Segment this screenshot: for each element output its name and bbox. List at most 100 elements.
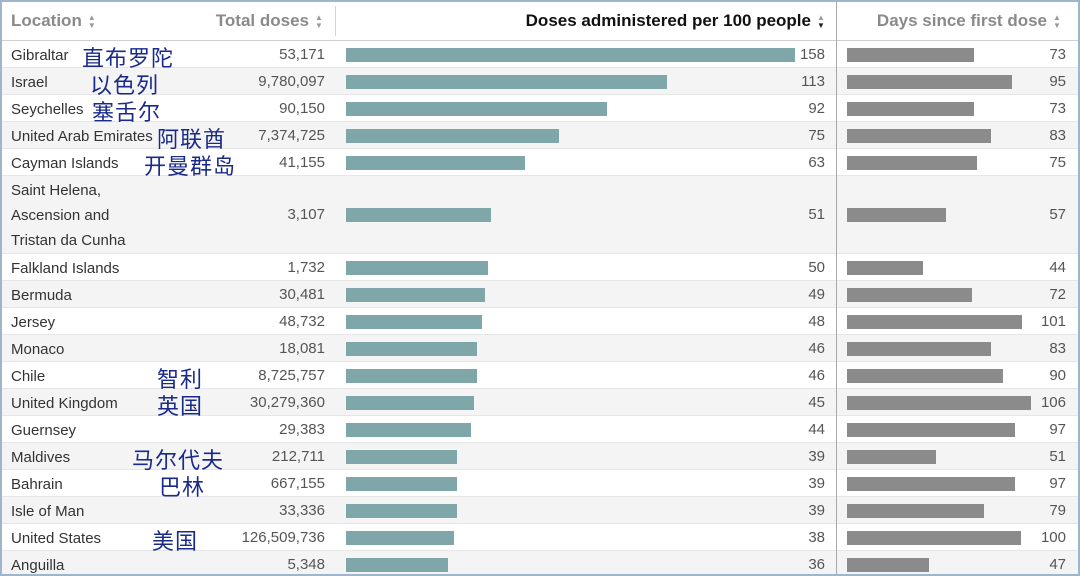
days-value-label: 47 [1049, 556, 1066, 573]
column-header-days-label: Days since first dose [876, 11, 1047, 30]
column-header-days-since-first-dose[interactable]: Days since first dose ▲ ▼ [877, 11, 1063, 31]
column-header-doses-per-100-label: Doses administered per 100 people [525, 11, 811, 30]
days-value-label: 75 [1049, 154, 1066, 171]
doses-bar [346, 208, 491, 222]
cell-total-doses: 30,279,360 [249, 394, 325, 411]
doses-value-label: 46 [808, 367, 825, 384]
cell-location: Israel [11, 73, 48, 91]
cell-total-doses: 3,107 [287, 206, 325, 223]
cell-location: Jersey [11, 313, 56, 331]
doses-bar [346, 288, 485, 302]
days-value-label: 83 [1049, 127, 1066, 144]
doses-value-label: 48 [808, 313, 825, 330]
doses-bar [346, 75, 667, 89]
cell-location: Bermuda [11, 286, 72, 304]
days-value-label: 51 [1049, 448, 1066, 465]
cell-location: Monaco [11, 340, 65, 358]
days-value-label: 106 [1040, 394, 1066, 411]
chinese-annotation: 塞舌尔 [92, 101, 162, 126]
doses-value-label: 39 [808, 502, 825, 519]
doses-bar [346, 261, 488, 275]
sort-icon: ▲ ▼ [87, 13, 96, 30]
doses-value-label: 46 [808, 340, 825, 357]
cell-total-doses: 5,348 [287, 556, 325, 573]
chinese-annotation: 开曼群岛 [144, 155, 237, 180]
days-value-label: 97 [1049, 475, 1066, 492]
doses-bar [346, 369, 477, 383]
doses-value-label: 63 [808, 154, 825, 171]
cell-location: Falkland Islands [11, 259, 120, 277]
doses-bar [346, 558, 448, 572]
days-value-label: 73 [1049, 46, 1066, 63]
doses-value-label: 92 [808, 100, 825, 117]
column-header-location-label: Location [11, 11, 82, 30]
table-row: United Kingdom 30,279,360 45 106 英国 [2, 389, 1078, 420]
doses-value-label: 113 [801, 73, 825, 90]
doses-bar [346, 423, 471, 437]
days-value-label: 100 [1040, 529, 1066, 546]
days-value-label: 83 [1049, 340, 1066, 357]
table-row: Saint Helena, Ascension and Tristan da Cun… [2, 176, 1078, 254]
doses-bar [346, 102, 607, 116]
cell-location: Gibraltar [11, 46, 69, 64]
doses-value-label: 39 [808, 475, 825, 492]
chinese-annotation: 马尔代夫 [132, 449, 225, 474]
sort-icon: ▲ ▼ [315, 13, 323, 30]
column-header-total-doses[interactable]: Total doses ▲ ▼ [216, 11, 325, 31]
days-value-label: 72 [1049, 286, 1066, 303]
doses-bar [346, 48, 795, 62]
table-row: Bermuda 30,481 49 72 [2, 281, 1078, 308]
column-header-total-doses-label: Total doses [215, 11, 309, 30]
doses-value-label: 36 [808, 556, 825, 573]
doses-bar [346, 477, 457, 491]
doses-bar [346, 129, 559, 143]
doses-bar [346, 504, 457, 518]
table-row: United Arab Emirates 7,374,725 75 83 阿联酋 [2, 122, 1078, 153]
cell-location: Bahrain [11, 475, 63, 493]
table-row: Falkland Islands 1,732 50 44 [2, 254, 1078, 281]
cell-total-doses: 667,155 [270, 475, 325, 492]
cell-total-doses: 8,725,757 [258, 367, 325, 384]
chinese-annotation: 智利 [157, 368, 204, 393]
table-row: Cayman Islands 41,155 63 75 开曼群岛 [2, 149, 1078, 180]
table-row: Maldives 212,711 39 51 马尔代夫 [2, 443, 1078, 474]
days-value-label: 97 [1049, 421, 1066, 438]
cell-total-doses: 30,481 [279, 286, 325, 303]
days-bar [847, 288, 972, 302]
cell-total-doses: 1,732 [287, 259, 325, 276]
days-bar [847, 208, 946, 222]
column-header-doses-per-100[interactable]: Doses administered per 100 people ▲ ▼ [526, 11, 827, 31]
table-row: Israel 9,780,097 113 95 以色列 [2, 68, 1078, 99]
cell-total-doses: 29,383 [279, 421, 325, 438]
cell-location: Seychelles [11, 100, 84, 118]
days-value-label: 90 [1049, 367, 1066, 384]
days-bar [847, 48, 974, 62]
days-value-label: 101 [1040, 313, 1066, 330]
days-bar [847, 450, 936, 464]
cell-total-doses: 126,509,736 [241, 529, 325, 546]
table-header: Location ▲ ▼ Total doses ▲ ▼ Doses administe… [2, 2, 1078, 41]
doses-value-label: 50 [808, 259, 825, 276]
days-value-label: 44 [1049, 259, 1066, 276]
days-bar [847, 156, 977, 170]
days-bar [847, 531, 1021, 545]
days-bar [847, 558, 929, 572]
table-row: Anguilla 5,348 36 47 [2, 551, 1078, 574]
header-divider [335, 6, 336, 36]
cell-location: United States [11, 529, 102, 547]
chinese-annotation: 巴林 [159, 476, 206, 501]
cell-total-doses: 7,374,725 [258, 127, 325, 144]
cell-total-doses: 33,336 [279, 502, 325, 519]
column-divider [836, 2, 837, 574]
doses-bar [346, 450, 457, 464]
column-header-location[interactable]: Location ▲ ▼ [11, 11, 98, 31]
table-row: Bahrain 667,155 39 97 巴林 [2, 470, 1078, 501]
days-bar [847, 477, 1015, 491]
table-row: Chile 8,725,757 46 90 智利 [2, 362, 1078, 393]
table-row: Guernsey 29,383 44 97 [2, 416, 1078, 443]
cell-total-doses: 212,711 [271, 448, 325, 465]
days-bar [847, 369, 1003, 383]
days-value-label: 57 [1049, 206, 1066, 223]
cell-total-doses: 90,150 [279, 100, 325, 117]
